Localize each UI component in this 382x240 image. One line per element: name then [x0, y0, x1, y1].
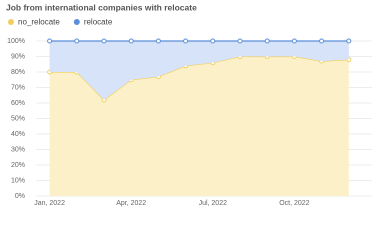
x-tick-label: Jul, 2022 — [199, 200, 228, 207]
point — [101, 38, 107, 44]
legend-label: relocate — [84, 18, 113, 27]
area — [49, 41, 349, 100]
point — [346, 38, 352, 44]
y-tick-label: 20% — [11, 162, 25, 169]
legend-swatch — [73, 19, 80, 25]
x-tick-label: Oct, 2022 — [279, 200, 309, 207]
point — [183, 38, 189, 44]
point — [237, 38, 243, 44]
y-tick-label: 90% — [11, 53, 25, 60]
point — [47, 38, 53, 44]
point — [74, 38, 80, 44]
point — [264, 38, 270, 44]
x-tick-label: Apr, 2022 — [116, 200, 146, 207]
chart: Job from international companies with re… — [6, 2, 372, 207]
y-tick-label: 10% — [11, 177, 25, 184]
point — [319, 38, 325, 44]
y-tick-label: 80% — [11, 69, 25, 76]
legend-swatch — [8, 19, 14, 25]
x-tick-label: Jan, 2022 — [34, 200, 65, 207]
y-tick-label: 30% — [11, 146, 25, 153]
y-tick-label: 60% — [11, 100, 25, 107]
chart-title: Job from international companies with re… — [6, 2, 197, 12]
legend-label: no_relocate — [18, 18, 60, 27]
point — [210, 38, 216, 44]
area — [49, 56, 349, 196]
point — [291, 38, 297, 44]
y-tick-label: 40% — [11, 131, 25, 138]
y-tick-label: 70% — [11, 84, 25, 91]
y-tick-label: 0% — [15, 193, 25, 200]
y-tick-label: 50% — [11, 115, 25, 122]
y-tick-label: 100% — [7, 38, 25, 45]
point — [155, 38, 161, 44]
point — [128, 38, 134, 44]
